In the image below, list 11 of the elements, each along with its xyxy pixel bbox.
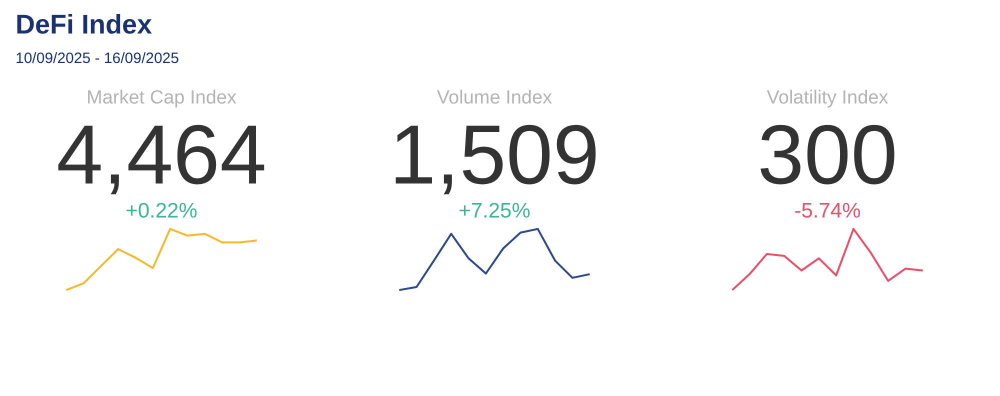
text: 10/09/2025 - 16/09/2025 (16, 50, 179, 67)
chart-title: Market Cap Index (86, 88, 237, 108)
chart-title: Volatility Index (766, 88, 889, 108)
text: 4,464 (56, 108, 267, 202)
chart-title: Volume Index (436, 88, 553, 108)
text: -5.74% (794, 200, 861, 222)
text: 300 (757, 108, 898, 202)
text: 1,509 (389, 108, 600, 202)
text: +0.22% (126, 200, 198, 222)
text: DeFi Index (16, 10, 152, 40)
text: +7.25% (458, 200, 530, 222)
